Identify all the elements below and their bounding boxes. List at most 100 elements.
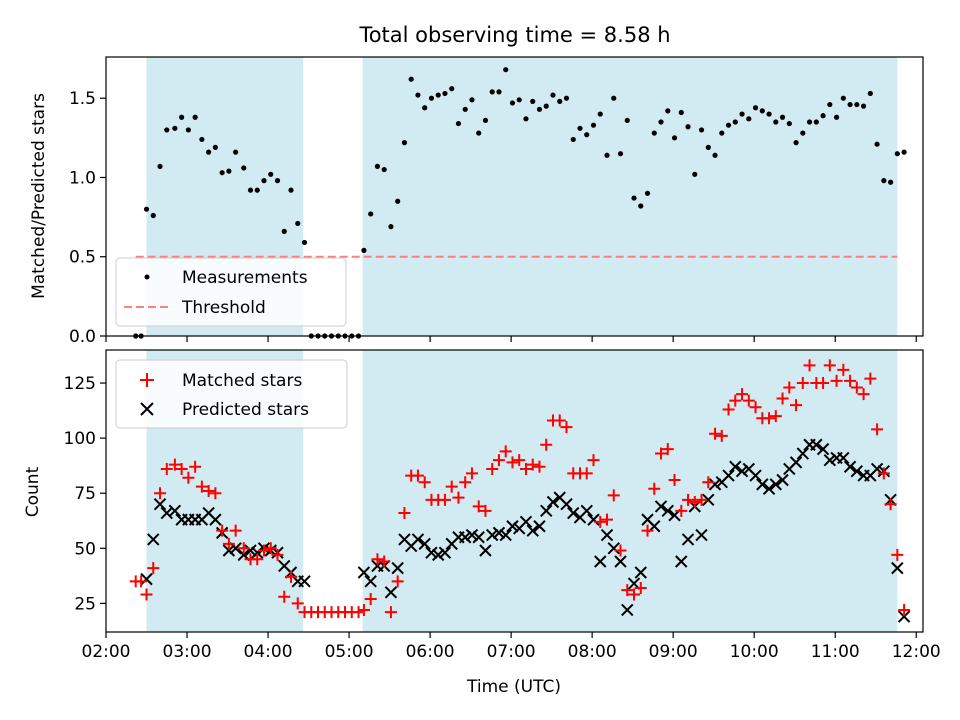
- measurement-point: [462, 106, 468, 112]
- matched-point: [601, 513, 614, 526]
- matched-point: [736, 388, 749, 401]
- predicted-point: [384, 586, 398, 599]
- matched-point: [209, 487, 222, 500]
- measurement-point: [361, 247, 367, 253]
- matched-point: [661, 443, 674, 456]
- predicted-point: [244, 544, 257, 557]
- matched-point: [898, 603, 911, 616]
- matched-point: [675, 504, 688, 517]
- predicted-point: [594, 555, 607, 568]
- legend-threshold-label: Threshold: [181, 298, 266, 318]
- predicted-point: [411, 533, 425, 546]
- measurement-point: [611, 95, 617, 101]
- matched-point: [371, 553, 384, 566]
- top-legend-box: [115, 257, 347, 327]
- predicted-point: [837, 451, 850, 465]
- matched-point: [160, 462, 173, 475]
- matched-point: [844, 374, 857, 387]
- measurement-point: [732, 119, 738, 125]
- predicted-point: [756, 478, 769, 491]
- x-tick-label: 06:00: [406, 642, 455, 662]
- figure-title: Total observing time = 8.58 h: [358, 23, 670, 47]
- matched-point: [776, 392, 789, 405]
- predicted-point: [614, 555, 627, 568]
- matched-point: [715, 429, 728, 442]
- top-y-tick-label: 1.0: [69, 168, 96, 188]
- matched-point: [216, 524, 229, 537]
- predicted-point: [749, 469, 762, 482]
- predicted-point: [810, 438, 823, 451]
- matched-point: [722, 403, 735, 416]
- matched-point: [641, 524, 654, 537]
- predicted-point: [722, 469, 735, 482]
- matched-point: [655, 447, 668, 460]
- measurement-point: [658, 119, 664, 125]
- predicted-point: [391, 561, 404, 575]
- matched-point: [607, 489, 620, 502]
- predicted-point: [776, 473, 789, 487]
- matched-point: [492, 454, 505, 467]
- matched-point: [140, 588, 153, 601]
- measurement-point: [301, 239, 308, 246]
- top-shaded-interval-1: [362, 57, 898, 336]
- matched-point: [871, 423, 884, 436]
- matched-point: [682, 493, 695, 506]
- matched-point: [459, 476, 472, 489]
- predicted-point: [364, 575, 377, 588]
- measurement-point: [469, 97, 475, 103]
- bottom-axes-frame: [105, 349, 924, 633]
- matched-point: [378, 555, 391, 568]
- matched-point: [519, 462, 532, 475]
- measurement-point: [773, 119, 779, 125]
- matched-point: [796, 377, 809, 390]
- x-tick-label: 02:00: [82, 642, 131, 662]
- matched-point: [688, 496, 701, 509]
- measurement-point: [509, 100, 516, 106]
- legend-matched-marker: [140, 373, 154, 387]
- matched-point: [594, 515, 607, 528]
- legend-predicted-label: Predicted stars: [182, 400, 309, 420]
- matched-point: [291, 597, 304, 610]
- matched-point: [884, 498, 897, 511]
- bot-y-tick-label: 100: [64, 429, 96, 449]
- measurement-point: [617, 151, 624, 157]
- measurement-point: [597, 111, 603, 117]
- matched-point: [264, 542, 277, 555]
- predicted-point: [147, 533, 160, 546]
- measurement-point: [671, 135, 678, 141]
- measurement-point: [644, 190, 651, 196]
- bot-y-tick-label: 125: [64, 374, 96, 394]
- measurement-point: [442, 90, 448, 97]
- predicted-point: [492, 526, 506, 540]
- measurement-point: [705, 144, 711, 150]
- measurement-point: [854, 101, 860, 108]
- measurement-point: [212, 144, 218, 150]
- predicted-point: [438, 546, 452, 559]
- predicted-point: [153, 498, 167, 511]
- matched-point: [803, 359, 816, 372]
- measurement-point: [143, 206, 150, 212]
- predicted-point: [600, 528, 614, 542]
- matched-point: [229, 524, 242, 537]
- measurement-point: [881, 178, 887, 184]
- measurement-point: [543, 103, 549, 109]
- measurement-point: [449, 86, 455, 92]
- matched-point: [877, 467, 890, 480]
- measurement-point: [281, 228, 287, 234]
- legend-predicted-marker: [140, 402, 154, 416]
- measurement-point: [192, 114, 198, 120]
- measurement-point: [226, 168, 232, 174]
- measurement-point: [746, 116, 752, 122]
- matched-point: [560, 421, 573, 434]
- predicted-point: [816, 442, 830, 456]
- bottom-legend: Matched stars Predicted stars: [115, 359, 348, 429]
- matched-point: [790, 399, 803, 412]
- predicted-point: [465, 528, 479, 542]
- predicted-point: [897, 610, 911, 623]
- measurement-point: [874, 141, 880, 147]
- matched-point: [628, 588, 641, 601]
- measurement-point: [428, 95, 435, 101]
- bottom-legend-box: [115, 359, 348, 429]
- measurement-point: [678, 109, 684, 116]
- measurement-point: [219, 170, 225, 176]
